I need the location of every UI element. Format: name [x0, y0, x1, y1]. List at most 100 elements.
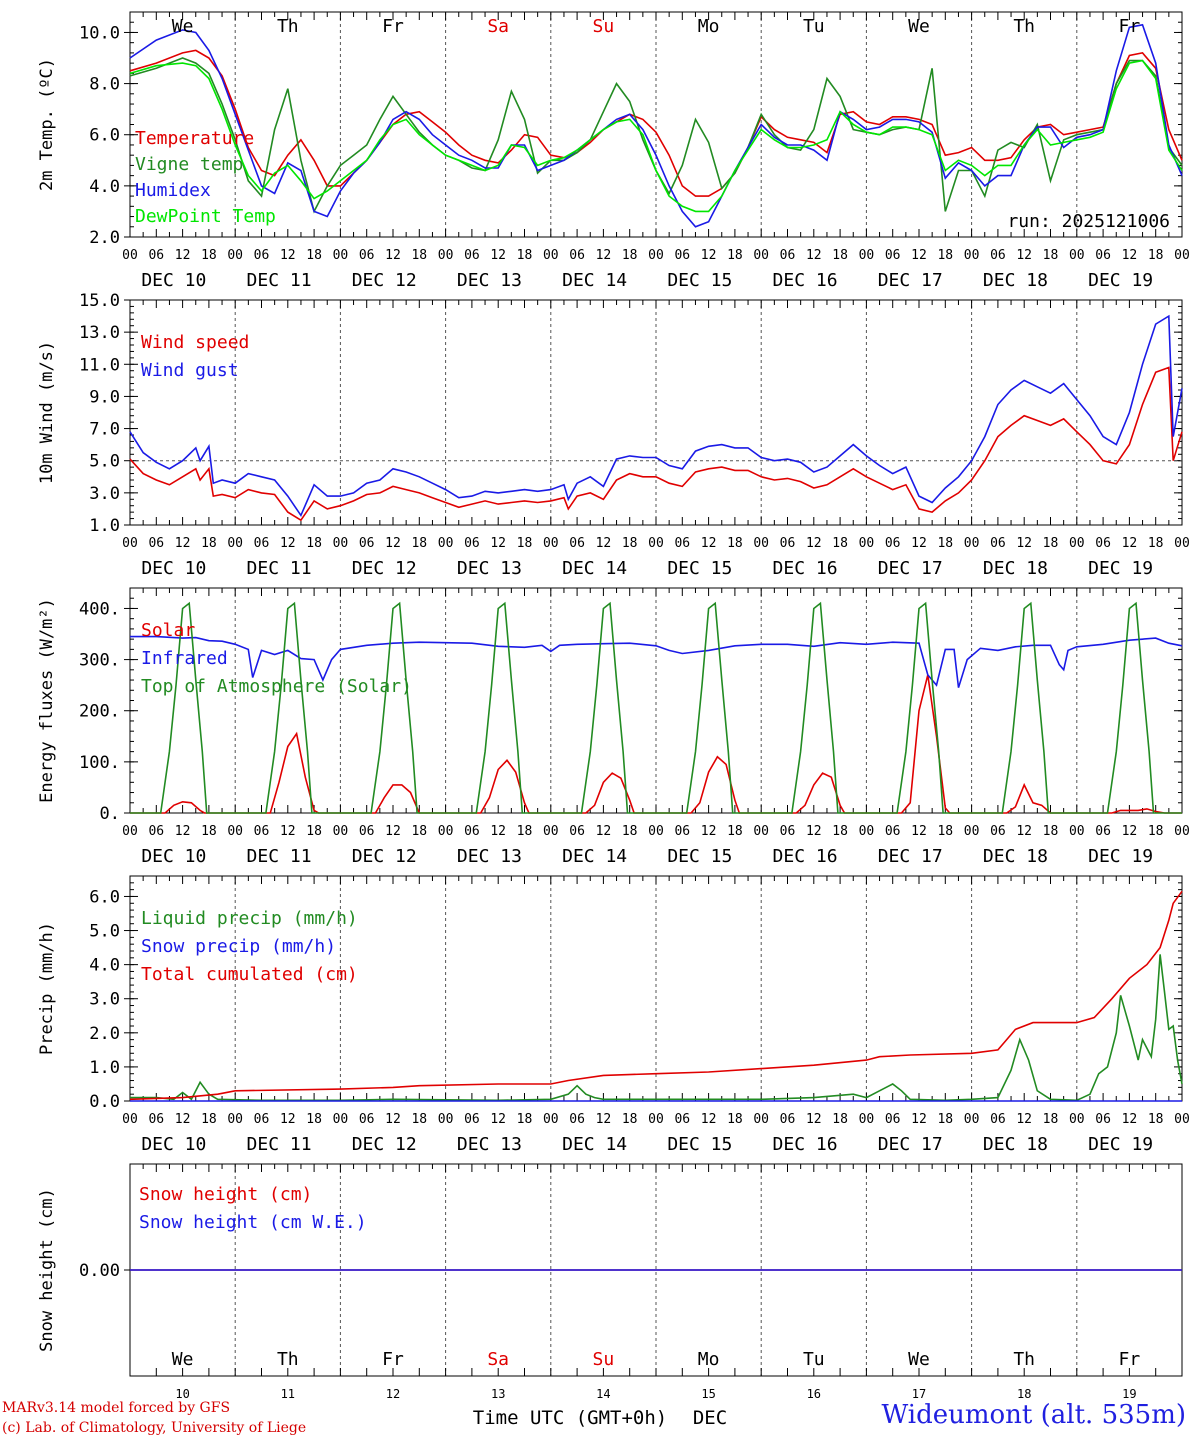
day-number-label: 19 — [1122, 1387, 1136, 1401]
hour-label: 00 — [333, 248, 349, 263]
credit-lab: (c) Lab. of Climatology, University of L… — [2, 1420, 307, 1436]
hour-label: 12 — [280, 536, 296, 551]
date-label: DEC 13 — [457, 558, 522, 579]
hour-label: 00 — [333, 536, 349, 551]
hour-label: 18 — [517, 536, 533, 551]
day-number-label: 15 — [701, 1387, 715, 1401]
hour-label: 00 — [1174, 536, 1190, 551]
hour-label: 00 — [964, 536, 980, 551]
weekday-label: Su — [593, 16, 615, 37]
date-label: DEC 18 — [983, 270, 1048, 291]
y-tick-label: 2.0 — [89, 1024, 120, 1044]
hour-label: 00 — [438, 536, 454, 551]
y-tick-label: 4.0 — [89, 956, 120, 976]
weekday-label: Mo — [698, 16, 720, 37]
hour-label: 00 — [859, 824, 875, 839]
panel-1: 2.0 4.0 6.0 8.0 10.0 2m Temp. (ºC) Temperature… — [37, 11, 1190, 291]
hour-label: 06 — [1095, 1112, 1111, 1127]
day-number-label: 11 — [281, 1387, 295, 1401]
weekday-label: We — [908, 16, 930, 37]
y-tick-label: 8.0 — [89, 75, 120, 95]
y-axis-title: Energy fluxes (W/m²) — [37, 598, 57, 803]
date-label: DEC 12 — [352, 558, 417, 579]
date-label: DEC 15 — [667, 270, 732, 291]
date-label: DEC 11 — [247, 846, 312, 867]
hour-label: 12 — [596, 248, 612, 263]
hour-label: 18 — [622, 536, 638, 551]
date-label: DEC 19 — [1088, 846, 1153, 867]
hour-label: 06 — [1095, 248, 1111, 263]
series-line — [129, 57, 1183, 214]
credit-model: MARv3.14 model forced by GFS — [2, 1400, 231, 1416]
hour-label: 00 — [122, 536, 138, 551]
hour-label: 00 — [227, 536, 243, 551]
date-label: DEC 17 — [878, 558, 943, 579]
weekday-label: Fr — [382, 1349, 404, 1370]
hour-label: 00 — [859, 1112, 875, 1127]
hour-label: 00 — [227, 248, 243, 263]
weekday-label: We — [172, 16, 194, 37]
day-number-label: 12 — [386, 1387, 400, 1401]
legend-entry: Snow height (cm W.E.) — [139, 1212, 367, 1233]
date-label: DEC 19 — [1088, 270, 1153, 291]
hour-label: 18 — [411, 536, 427, 551]
x-axis-unit: DEC — [693, 1407, 727, 1429]
hour-label: 12 — [596, 824, 612, 839]
y-axis-title: 10m Wind (m/s) — [37, 341, 57, 484]
hour-label: 18 — [832, 536, 848, 551]
hour-label: 06 — [148, 824, 164, 839]
date-label: DEC 16 — [773, 558, 838, 579]
series-line — [130, 601, 1182, 814]
y-axis-title: Precip (mm/h) — [37, 922, 57, 1055]
y-axis-title: 2m Temp. (ºC) — [37, 58, 57, 191]
date-label: DEC 16 — [773, 1134, 838, 1155]
hour-label: 18 — [201, 536, 217, 551]
weekday-label: Mo — [698, 1349, 720, 1370]
hour-label: 00 — [1174, 824, 1190, 839]
hour-label: 06 — [569, 248, 585, 263]
hour-label: 18 — [517, 824, 533, 839]
weekday-label: We — [908, 1349, 930, 1370]
hour-label: 00 — [859, 536, 875, 551]
hour-label: 00 — [1069, 824, 1085, 839]
hour-label: 06 — [148, 1112, 164, 1127]
hour-label: 12 — [1016, 248, 1032, 263]
hour-label: 00 — [1069, 1112, 1085, 1127]
series-line — [130, 674, 1182, 814]
y-tick-label: 5.0 — [89, 922, 120, 942]
hour-label: 00 — [964, 824, 980, 839]
date-label: DEC 13 — [457, 1134, 522, 1155]
hour-label: 18 — [201, 824, 217, 839]
hour-label: 06 — [464, 1112, 480, 1127]
y-tick-label: 0.0 — [89, 1092, 120, 1112]
day-number-label: 13 — [491, 1387, 505, 1401]
hour-label: 06 — [254, 824, 270, 839]
hour-label: 06 — [359, 824, 375, 839]
weekday-label: Th — [1013, 1349, 1035, 1370]
weekday-label: Th — [1013, 16, 1035, 37]
hour-label: 00 — [859, 248, 875, 263]
panel-4: 0.0 1.0 2.0 3.0 4.0 5.0 6.0 Precip (mm/h) Liquid… — [37, 875, 1190, 1155]
weekday-label: Fr — [1119, 1349, 1141, 1370]
hour-label: 12 — [1016, 1112, 1032, 1127]
hour-label: 00 — [648, 1112, 664, 1127]
date-label: DEC 17 — [878, 270, 943, 291]
date-label: DEC 12 — [352, 1134, 417, 1155]
day-number-label: 16 — [807, 1387, 821, 1401]
hour-label: 18 — [411, 824, 427, 839]
hour-label: 18 — [411, 1112, 427, 1127]
y-tick-label: 7.0 — [89, 420, 120, 440]
hour-label: 18 — [306, 1112, 322, 1127]
legend-entry: Vigne temp — [135, 154, 243, 175]
hour-label: 18 — [1148, 536, 1164, 551]
date-label: DEC 12 — [352, 270, 417, 291]
hour-label: 06 — [1095, 824, 1111, 839]
hour-label: 18 — [727, 536, 743, 551]
x-axis-title: Time UTC (GMT+0h) — [473, 1407, 667, 1429]
hour-label: 00 — [753, 248, 769, 263]
legend-entry: Wind speed — [141, 332, 249, 353]
hour-label: 12 — [596, 536, 612, 551]
hour-label: 18 — [832, 824, 848, 839]
weekday-label: Tu — [803, 16, 825, 37]
legend-entry: Liquid precip (mm/h) — [141, 908, 358, 929]
